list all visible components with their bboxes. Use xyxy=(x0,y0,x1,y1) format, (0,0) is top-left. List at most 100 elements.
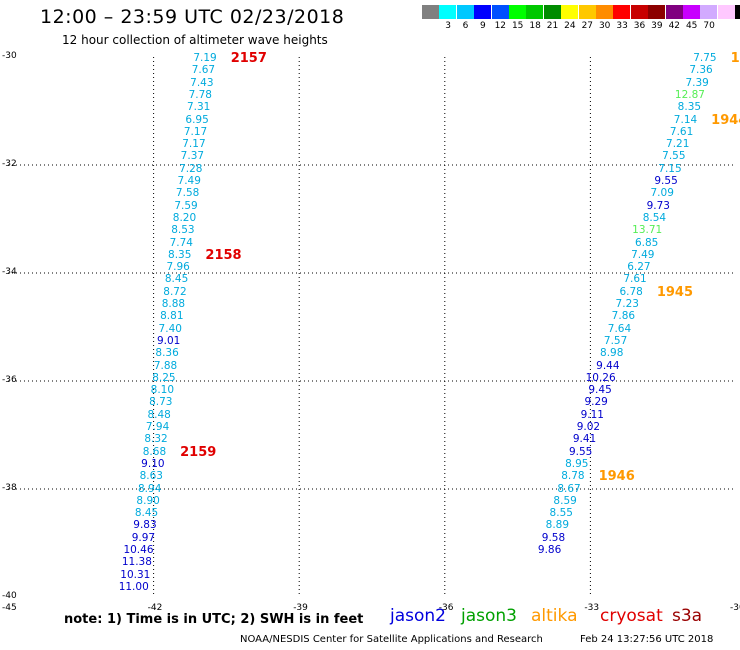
wave-height-value: 7.74 xyxy=(169,236,193,249)
wave-height-value: 7.75 xyxy=(693,52,717,64)
time-label: 2159 xyxy=(180,444,217,460)
wave-height-value: 8.45 xyxy=(164,273,189,286)
legend-swatch xyxy=(439,5,457,19)
legend-swatch xyxy=(596,5,613,19)
legend-swatch xyxy=(735,5,740,19)
legend-swatch xyxy=(630,5,648,19)
wave-height-value: 7.49 xyxy=(631,248,655,261)
wave-height-value: 6.85 xyxy=(634,236,659,249)
wave-height-value: 8.35 xyxy=(168,248,192,261)
wave-height-value: 7.64 xyxy=(607,322,632,335)
legend-label: 21 xyxy=(546,21,559,31)
footer-note: note: 1) Time is in UTC; 2) SWH is in fe… xyxy=(64,612,364,627)
legend-label: 36 xyxy=(633,21,646,31)
satellite-label-jason2: jason2 xyxy=(390,606,446,626)
wave-height-value: 7.57 xyxy=(603,334,628,347)
wave-height-value: 9.55 xyxy=(654,175,678,187)
wave-height-value: 9.29 xyxy=(584,396,608,409)
wave-height-value: 8.78 xyxy=(561,470,585,483)
legend-label: 3 xyxy=(445,21,451,31)
wave-height-value: 10.26 xyxy=(585,371,616,384)
y-tick-label: -36 xyxy=(2,375,17,385)
wave-height-value: 9.58 xyxy=(541,531,566,544)
wave-height-value: 8.63 xyxy=(139,470,163,483)
legend-label: 70 xyxy=(703,21,715,31)
time-label: 2158 xyxy=(205,247,242,263)
wave-height-value: 9.10 xyxy=(141,457,165,470)
x-tick-label: -33 xyxy=(584,603,600,613)
wave-height-value: 7.61 xyxy=(623,273,647,286)
wave-height-value: 7.31 xyxy=(186,101,211,114)
wave-height-value: 7.43 xyxy=(190,76,214,89)
credit-text: NOAA/NESDIS Center for Satellite Applica… xyxy=(240,634,543,645)
page-title: 12:00 – 23:59 UTC 02/23/2018 xyxy=(40,6,345,28)
wave-height-value: 8.55 xyxy=(549,507,573,520)
legend-label: 30 xyxy=(598,21,611,31)
wave-height-value: 8.72 xyxy=(163,285,187,298)
legend-swatch xyxy=(456,5,474,19)
legend-swatch xyxy=(509,5,526,19)
wave-height-value: 7.21 xyxy=(666,138,690,151)
legend-label: 24 xyxy=(564,21,576,31)
y-tick-label: -30 xyxy=(2,51,17,61)
wave-height-value: 9.97 xyxy=(131,531,156,544)
wave-height-value: 7.58 xyxy=(175,187,200,200)
satellite-label-jason3: jason3 xyxy=(461,606,517,626)
x-tick-label: -36 xyxy=(438,603,454,613)
wave-height-value: 9.11 xyxy=(580,408,604,421)
wave-height-value: 8.35 xyxy=(677,101,702,114)
time-label: 1944 xyxy=(711,112,740,128)
legend-swatch xyxy=(683,5,700,19)
wave-height-value: 8.68 xyxy=(142,445,167,458)
time-label: 19 xyxy=(730,51,740,66)
page-subtitle: 12 hour collection of altimeter wave hei… xyxy=(62,33,328,47)
wave-height-value: 7.23 xyxy=(615,298,639,310)
legend-label: 45 xyxy=(685,21,698,31)
wave-height-value: 8.98 xyxy=(600,347,624,360)
legend-swatch xyxy=(561,5,579,19)
wave-height-value: 7.17 xyxy=(182,138,206,151)
x-tick-label: -30 xyxy=(730,603,740,613)
generation-timestamp: Feb 24 13:27:56 UTC 2018 xyxy=(580,634,714,645)
y-tick-label: -32 xyxy=(2,159,17,169)
legend-swatch xyxy=(613,5,631,19)
wave-height-value: 6.27 xyxy=(627,261,651,274)
time-label: 2157 xyxy=(230,51,267,66)
wave-height-value: 8.54 xyxy=(642,211,667,224)
wave-height-value: 10.31 xyxy=(120,568,151,581)
wave-height-value: 7.36 xyxy=(689,64,713,77)
wave-height-value: 8.89 xyxy=(545,519,570,532)
wave-height-value: 8.25 xyxy=(152,371,176,384)
wave-height-value: 6.78 xyxy=(619,285,643,298)
legend-label: 27 xyxy=(581,21,594,31)
wave-height-value: 7.94 xyxy=(145,421,170,433)
legend-label: 33 xyxy=(616,21,628,31)
wave-height-value: 7.19 xyxy=(193,52,217,64)
wave-height-value: 7.78 xyxy=(188,88,212,101)
wave-height-value: 10.46 xyxy=(123,544,154,556)
wave-height-value: 7.40 xyxy=(158,322,182,335)
wave-height-value: 7.17 xyxy=(183,125,208,138)
wave-height-value: 9.45 xyxy=(588,384,612,397)
wave-height-value: 7.09 xyxy=(650,187,674,200)
legend-swatch xyxy=(717,5,735,19)
legend-swatch xyxy=(700,5,718,19)
legend-label: 39 xyxy=(651,21,663,31)
legend-label: 42 xyxy=(668,21,681,31)
legend-swatch xyxy=(578,5,596,19)
wave-height-value: 8.10 xyxy=(150,384,175,397)
wave-height-value: 8.67 xyxy=(557,482,581,495)
wave-height-value: 9.86 xyxy=(537,544,562,556)
legend-label: 9 xyxy=(480,21,486,31)
legend-swatch xyxy=(648,5,666,19)
wave-height-value: 11.00 xyxy=(118,580,149,593)
wave-height-value: 8.59 xyxy=(553,494,577,507)
legend-swatch xyxy=(543,5,561,19)
wave-height-value: 7.59 xyxy=(174,199,198,212)
wave-height-value: 9.01 xyxy=(156,334,181,347)
wave-height-value: 8.90 xyxy=(136,494,160,507)
y-tick-label: -34 xyxy=(2,267,17,277)
wave-height-value: 7.86 xyxy=(611,310,636,323)
